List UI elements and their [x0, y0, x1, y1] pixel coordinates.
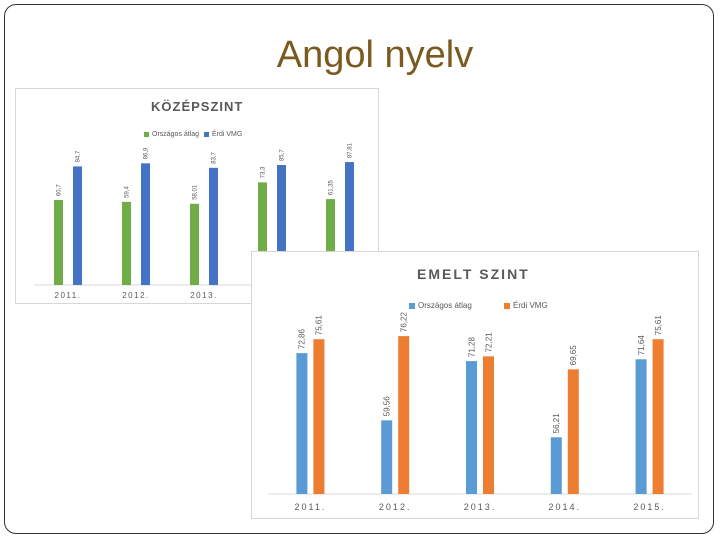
- category-label: 2015.: [633, 502, 666, 512]
- bar: [326, 199, 335, 285]
- data-label: 72,21: [484, 332, 493, 353]
- chart-title: EMELT SZINT: [417, 266, 530, 282]
- category-label: 2012.: [379, 502, 412, 512]
- bar: [209, 167, 218, 285]
- data-label: 59,4: [125, 185, 131, 197]
- bar: [398, 336, 410, 494]
- bar: [550, 437, 562, 494]
- legend-label: Országos átlag: [418, 301, 472, 310]
- chart-kozepszint-svg: KÖZÉPSZINT Országos átlag Érdi VMG 60,7 84,7…: [34, 99, 374, 300]
- data-label: 56,21: [552, 413, 561, 434]
- data-label: 71,64: [637, 335, 646, 356]
- legend-swatch: [144, 132, 149, 137]
- legend-swatch: [504, 303, 510, 309]
- legend-swatch: [409, 303, 415, 309]
- bar: [381, 420, 393, 494]
- category-label: 2014.: [549, 502, 582, 512]
- data-label: 73,3: [261, 166, 267, 178]
- data-label: 58,01: [193, 184, 199, 200]
- bar: [635, 359, 647, 494]
- slide-title: Angol nyelv: [276, 34, 474, 76]
- bar: [652, 339, 664, 494]
- category-label: 2013.: [464, 502, 497, 512]
- bar: [466, 361, 477, 494]
- data-label: 83,7: [212, 151, 218, 163]
- chart-emelt-szint-svg: EMELT SZINT Országos átlag Érdi VMG 72,86 75…: [268, 266, 692, 512]
- chart-emelt-szint: EMELT SZINT Országos átlag Érdi VMG 72,86 75…: [251, 251, 699, 519]
- data-label: 86,9: [144, 147, 150, 159]
- data-label: 71,28: [467, 337, 476, 358]
- bar: [141, 163, 150, 285]
- legend-swatch: [204, 132, 209, 137]
- data-label: 84,7: [76, 150, 82, 162]
- bar: [567, 369, 579, 494]
- bar: [73, 166, 82, 285]
- legend-label: Érdi VMG: [212, 129, 242, 138]
- bar: [313, 339, 325, 494]
- bar: [258, 182, 267, 285]
- bar: [190, 203, 199, 285]
- data-label: 85,7: [280, 149, 286, 161]
- data-label: 59,56: [383, 396, 392, 417]
- slide-frame: [4, 4, 714, 534]
- data-label: 72,86: [298, 329, 307, 350]
- category-label: 2012.: [122, 291, 150, 300]
- data-label: 61,35: [329, 179, 335, 195]
- data-label: 69,65: [569, 345, 578, 366]
- data-label: 76,22: [400, 312, 409, 333]
- legend-label: Országos átlag: [152, 131, 199, 138]
- bar: [483, 356, 494, 494]
- data-label: 75,61: [654, 315, 663, 336]
- bar: [345, 162, 354, 285]
- bar: [122, 201, 131, 285]
- category-label: 2011.: [294, 502, 326, 512]
- legend-label: Érdi VMG: [513, 301, 548, 310]
- data-label: 60,7: [57, 184, 63, 196]
- chart-title: KÖZÉPSZINT: [151, 99, 243, 114]
- bar: [277, 165, 286, 285]
- bar: [54, 200, 63, 285]
- category-label: 2013.: [190, 291, 218, 300]
- category-label: 2011.: [55, 291, 82, 300]
- data-label: 87,81: [348, 142, 354, 158]
- bar: [296, 353, 308, 494]
- data-label: 75,61: [315, 315, 324, 336]
